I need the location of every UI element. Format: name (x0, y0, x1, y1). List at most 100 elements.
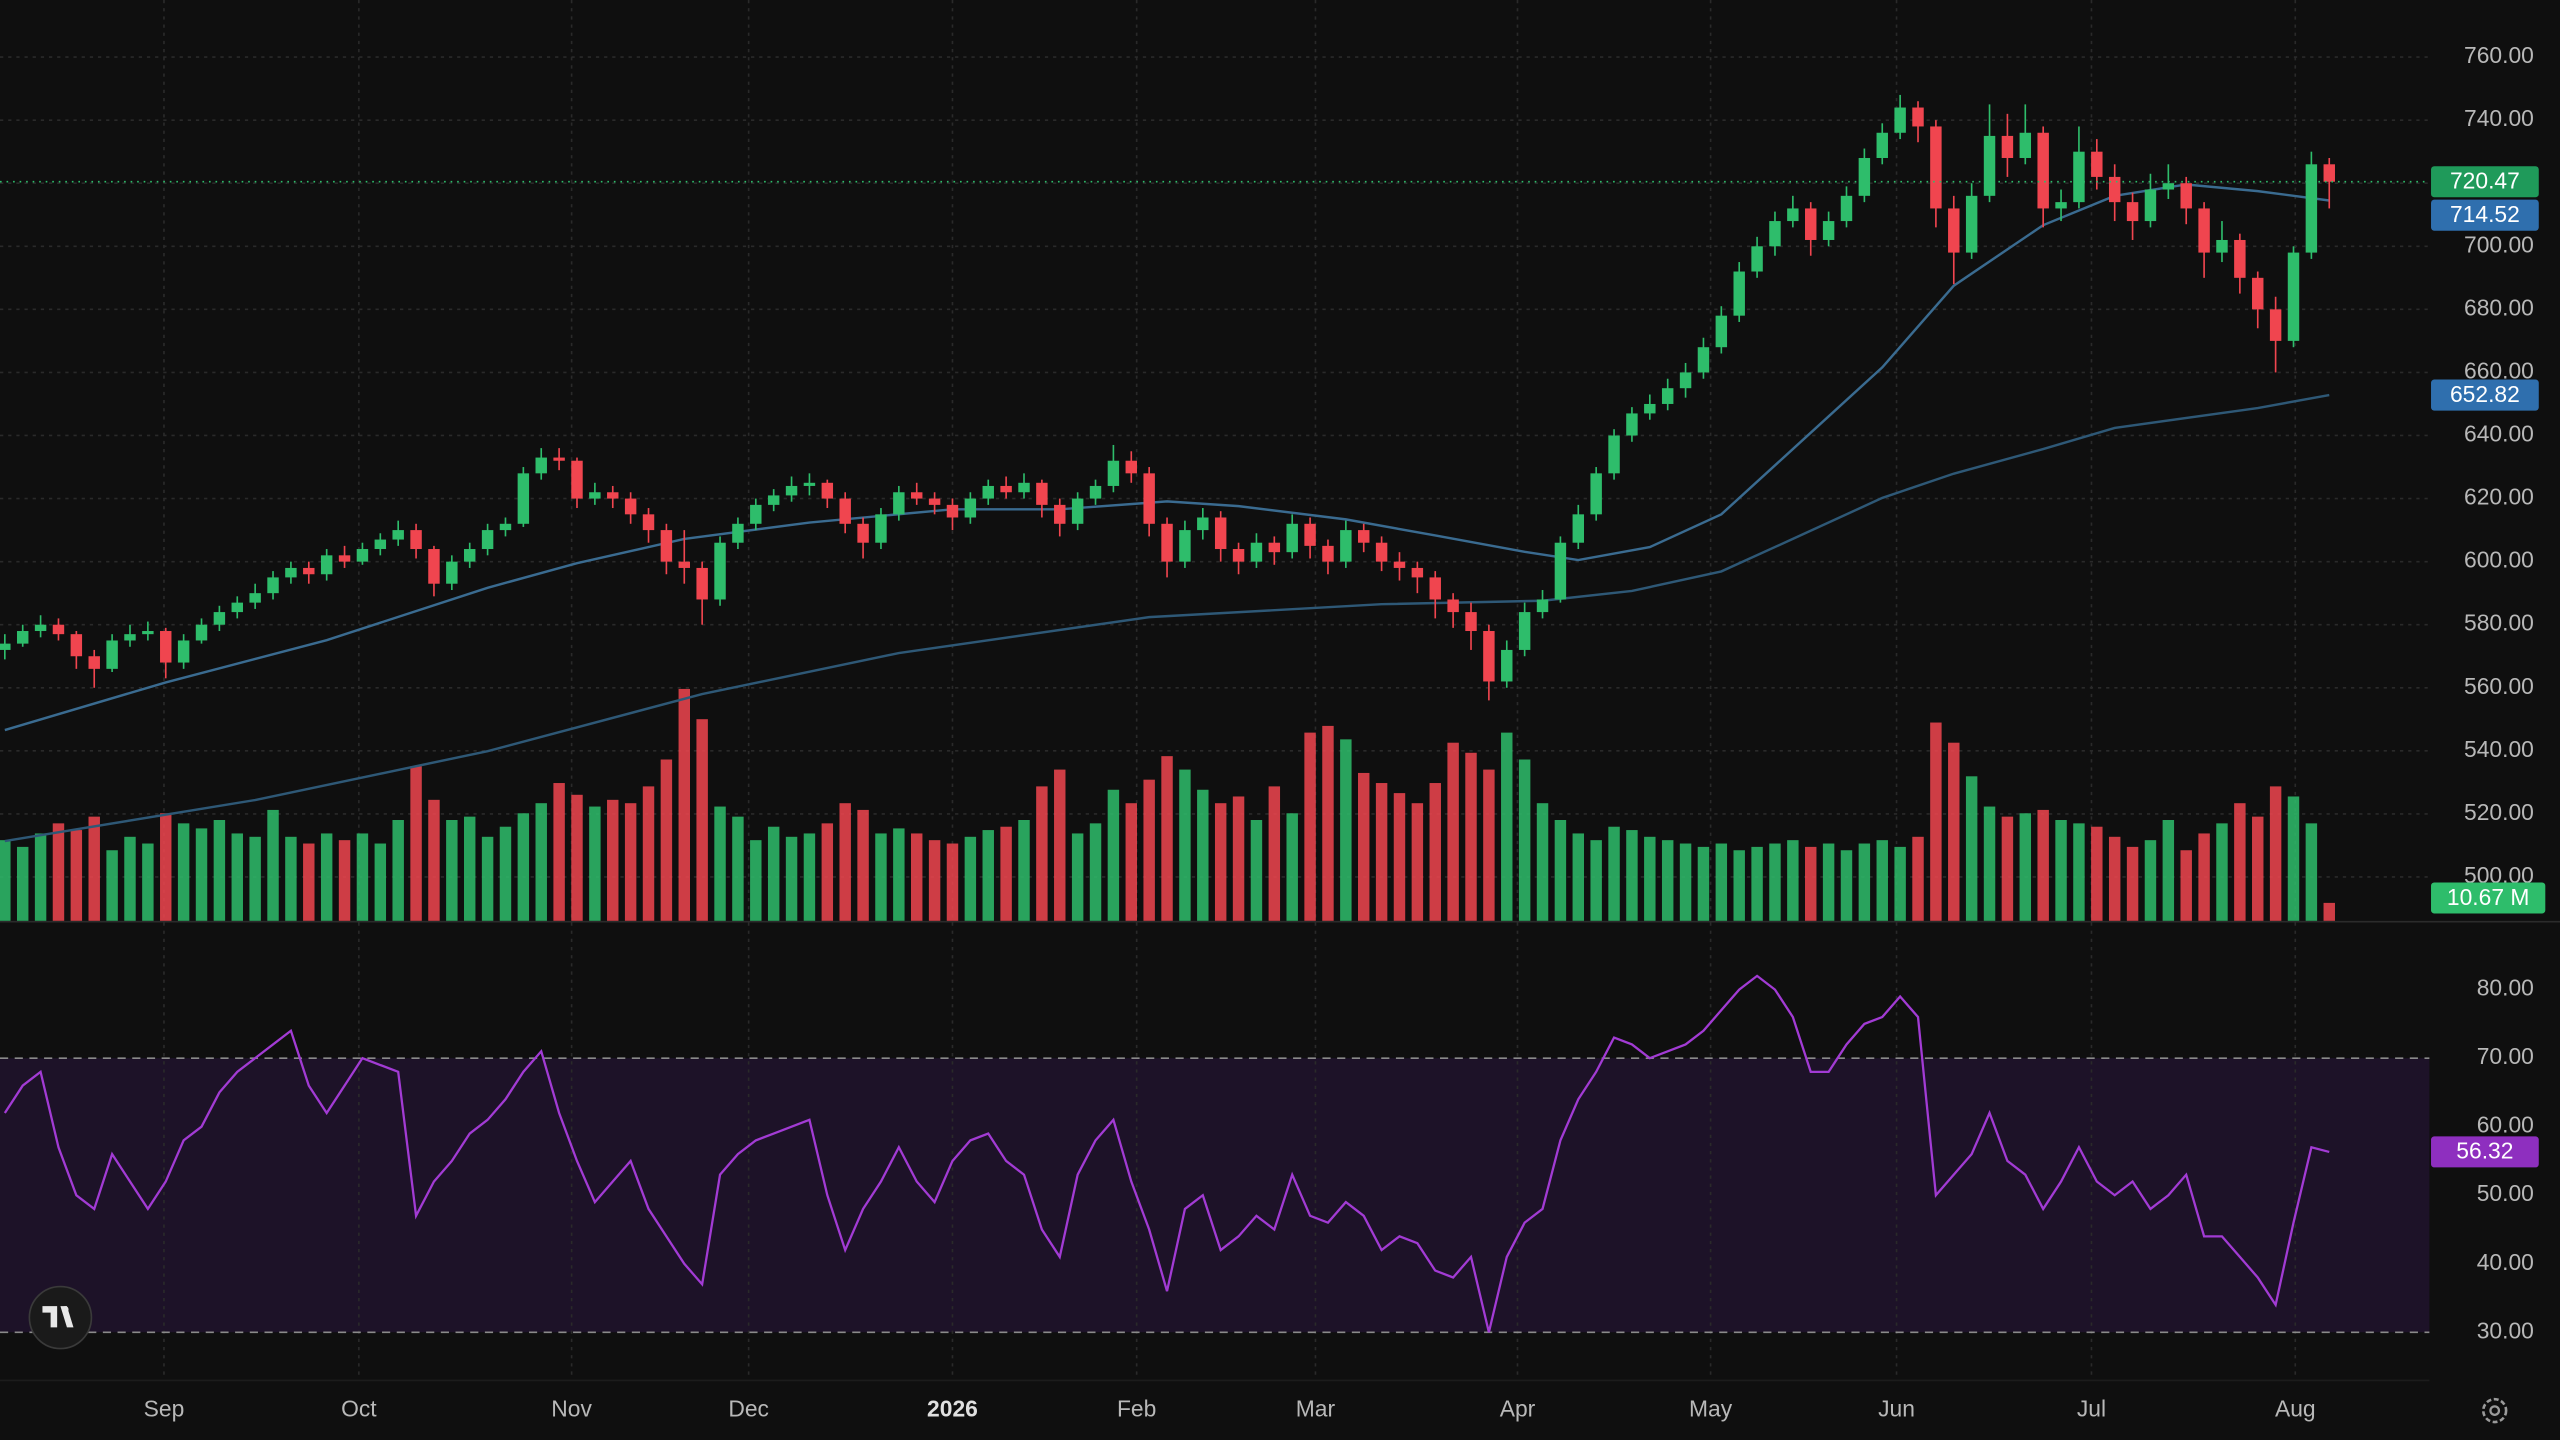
moving-average-line (4, 393, 2330, 843)
volume-bar (928, 840, 941, 921)
candle-body (88, 656, 100, 669)
candle-body (1912, 107, 1924, 127)
logo-dot (62, 1306, 69, 1313)
volume-bar (1697, 846, 1710, 921)
candle-body (1697, 347, 1710, 373)
candle-body (16, 631, 29, 644)
volume-bar (374, 843, 387, 921)
y-tick-label: 540.00 (2464, 736, 2534, 762)
y-tick-label: 680.00 (2464, 294, 2534, 320)
volume-bar (1769, 843, 1781, 921)
x-tick-label: Sep (144, 1396, 185, 1422)
y-tick-label: 660.00 (2464, 357, 2534, 383)
x-tick-label: Aug (2275, 1396, 2316, 1422)
candle-body (195, 624, 208, 641)
volume-bar (1715, 843, 1728, 921)
x-tick-label: Dec (728, 1396, 769, 1422)
candle-body (1304, 523, 1316, 546)
volume-bar (0, 840, 11, 921)
rsi-tick-label: 40.00 (2477, 1249, 2534, 1275)
candle-body (946, 504, 959, 518)
candle-body (1876, 132, 1888, 158)
volume-bar (2323, 902, 2335, 921)
volume-bar (2180, 850, 2192, 921)
candle-body (964, 498, 977, 518)
volume-bar (1304, 732, 1316, 921)
volume-bar (70, 830, 83, 921)
x-tick-label: May (1689, 1396, 1733, 1422)
candle-body (1000, 485, 1012, 493)
volume-bar (2198, 833, 2210, 921)
last-price-label-box (2431, 166, 2539, 198)
volume-bar (1661, 840, 1674, 921)
candle-body (1930, 126, 1942, 209)
candle-body (2091, 151, 2103, 177)
gear-outline[interactable] (2481, 1397, 2508, 1424)
rsi-label-box (2431, 1136, 2539, 1168)
x-tick-label: 2026 (927, 1396, 978, 1422)
candle-body (392, 530, 404, 540)
volume-bar (1840, 850, 1853, 921)
candle-body (1715, 315, 1728, 348)
candle-body (320, 555, 333, 575)
candle-body (1769, 221, 1781, 247)
settings-button[interactable] (2481, 1397, 2508, 1424)
candle-body (1608, 435, 1620, 474)
volume-bar (696, 719, 708, 921)
volume-bar (803, 833, 816, 921)
candle-body (1483, 631, 1495, 682)
volume-bar (839, 803, 851, 921)
volume-bar (1214, 803, 1227, 921)
candle-body (1089, 485, 1102, 499)
candle-body (571, 460, 583, 499)
candle-body (1429, 577, 1441, 600)
candle-body (2287, 252, 2300, 341)
gear-center[interactable] (2489, 1405, 2501, 1417)
volume-bar (875, 833, 887, 921)
candle-body (1751, 246, 1763, 272)
rsi-line (3, 974, 2330, 1333)
candle-body (1948, 208, 1960, 253)
ma-label-box (2431, 379, 2539, 411)
candle-body (589, 492, 601, 499)
volume-bar (1536, 803, 1549, 921)
volume-bar (1983, 806, 1996, 921)
volume-bar (52, 823, 65, 921)
candle-body (463, 549, 476, 562)
logo-circle (28, 1285, 93, 1350)
candle-body (607, 492, 619, 499)
x-tick-label: Feb (1117, 1396, 1156, 1422)
candle-body (231, 602, 243, 613)
candle-body (303, 567, 315, 575)
volume-bar (2126, 846, 2139, 921)
candle-body (714, 542, 726, 600)
candle-body (2162, 183, 2175, 190)
candle-body (70, 634, 83, 657)
candle-body (1322, 545, 1334, 562)
volume-bar (1483, 769, 1495, 921)
volume-bar (1751, 846, 1763, 921)
volume-bar (2144, 840, 2157, 921)
candle-body (2144, 189, 2157, 222)
candle-body (124, 634, 136, 641)
volume-bar (320, 833, 333, 921)
candle-body (750, 504, 762, 524)
volume-bar (160, 813, 172, 921)
volume-bar (1805, 846, 1817, 921)
volume-bar (1125, 803, 1138, 921)
volume-bar (1411, 803, 1424, 921)
rsi-tick-label: 30.00 (2477, 1317, 2534, 1343)
volume-bar (410, 766, 422, 921)
candle-body (2234, 239, 2246, 278)
volume-bar (481, 836, 494, 921)
volume-bar (2252, 816, 2264, 921)
volume-bar (2305, 823, 2318, 921)
candle-body (2019, 132, 2032, 158)
candle-body (642, 514, 655, 531)
volume-bar (1644, 836, 1656, 921)
volume-bar (1787, 840, 1799, 921)
candle-body (2269, 309, 2282, 341)
candle-body (2198, 208, 2210, 253)
candle-body (535, 457, 547, 474)
